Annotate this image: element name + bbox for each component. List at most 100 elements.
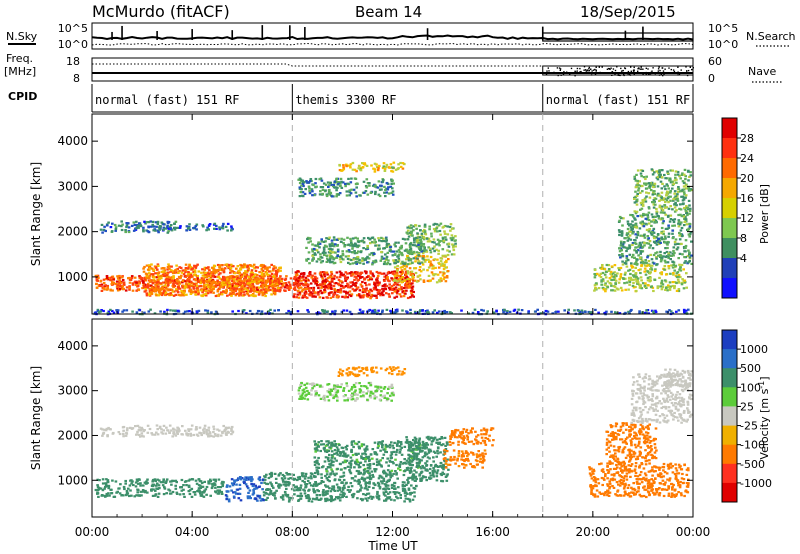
scatter-cell (682, 188, 686, 191)
scatter-cell (320, 179, 324, 182)
scatter-cell (368, 253, 371, 256)
scatter-cell (442, 278, 446, 281)
scatter-cell (373, 170, 377, 173)
scatter-cell (308, 192, 312, 195)
scatter-cell (595, 282, 598, 285)
scatter-cell (632, 281, 635, 284)
scatter-cell (214, 486, 217, 489)
scatter-cell (107, 485, 111, 488)
scatter-cell (282, 480, 285, 483)
scatter-cell (381, 310, 384, 314)
scatter-cell (264, 290, 268, 293)
scatter-cell (252, 263, 256, 266)
scatter-cell (188, 489, 192, 492)
scatter-cell (396, 292, 399, 295)
scatter-cell (270, 285, 274, 288)
scatter-cell (343, 275, 347, 278)
scatter-cell (213, 272, 216, 275)
scatter-cell (339, 182, 342, 185)
scatter-cell (108, 276, 111, 279)
scatter-cell (331, 256, 334, 259)
scatter-cell (441, 248, 445, 251)
scatter-cell (653, 182, 657, 185)
scatter-cell (656, 263, 659, 266)
scatter-cell (105, 478, 108, 481)
nave-dot (618, 74, 620, 76)
scatter-cell (420, 240, 423, 243)
scatter-cell (338, 275, 342, 279)
nave-dot (570, 67, 573, 70)
scatter-cell (268, 270, 271, 273)
scatter-cell (652, 185, 655, 189)
nsky-tick-top: 10^5 (58, 22, 88, 35)
scatter-cell (205, 493, 208, 496)
scatter-cell (365, 178, 369, 181)
scatter-cell (165, 271, 169, 274)
scatter-cell (322, 253, 326, 256)
scatter-cell (339, 287, 343, 290)
scatter-cell (338, 164, 342, 167)
scatter-cell (200, 481, 204, 485)
scatter-cell (333, 288, 336, 291)
scatter-cell (628, 244, 631, 247)
scatter-cell (334, 282, 338, 285)
nsky-spikes (111, 25, 694, 42)
scatter-cell (390, 498, 393, 501)
scatter-cell (333, 180, 337, 183)
scatter-cell (364, 272, 368, 275)
scatter-cell (204, 279, 208, 283)
scatter-cell (664, 227, 668, 230)
scatter-cell (216, 489, 219, 492)
scatter-cell (384, 292, 388, 295)
scatter-cell (399, 271, 402, 274)
nave-dot (677, 66, 679, 68)
scatter-cell (678, 203, 682, 206)
scatter-cell (147, 285, 150, 288)
scatter-cell (263, 481, 266, 484)
scatter-cell (237, 497, 241, 500)
scatter-cell (627, 288, 630, 291)
scatter-cell (255, 281, 259, 284)
scatter-cell (647, 237, 650, 240)
scatter-cell (361, 310, 365, 313)
scatter-cell (212, 482, 216, 485)
scatter-cell (149, 279, 152, 282)
scatter-cell (686, 208, 690, 211)
nave-dot (556, 67, 559, 69)
scatter-cell (338, 255, 342, 258)
scatter-cell (359, 283, 363, 286)
scatter-cell (689, 188, 692, 191)
scatter-cell (648, 186, 652, 189)
scatter-cell (243, 478, 246, 481)
scatter-cell (654, 197, 658, 200)
scatter-cell (635, 210, 639, 213)
scatter-cell (386, 251, 390, 254)
scatter-cell (375, 278, 379, 281)
scatter-cell (645, 213, 648, 216)
scatter-cell (408, 248, 412, 252)
scatter-cell (279, 269, 282, 272)
scatter-cell (622, 277, 625, 280)
scatter-cell (397, 257, 401, 260)
scatter-cell (354, 257, 357, 260)
scatter-cell (678, 238, 682, 241)
scatter-cell (163, 310, 166, 313)
scatter-cell (229, 271, 232, 274)
scatter-cell (361, 294, 364, 297)
scatter-cell (667, 256, 670, 260)
scatter-cell (106, 286, 109, 289)
scatter-cell (640, 287, 644, 290)
scatter-cell (217, 273, 221, 276)
scatter-cell (536, 308, 539, 311)
scatter-cell (436, 273, 440, 276)
scatter-cell (131, 480, 134, 483)
scatter-cell (609, 272, 612, 275)
scatter-cell (297, 178, 300, 181)
scatter-cell (339, 177, 343, 180)
scatter-cell (338, 169, 342, 172)
scatter-cell (128, 288, 131, 291)
scatter-cell (336, 248, 340, 251)
scatter-cell (345, 190, 349, 193)
scatter-cell (100, 309, 103, 312)
scatter-cell (655, 257, 658, 260)
